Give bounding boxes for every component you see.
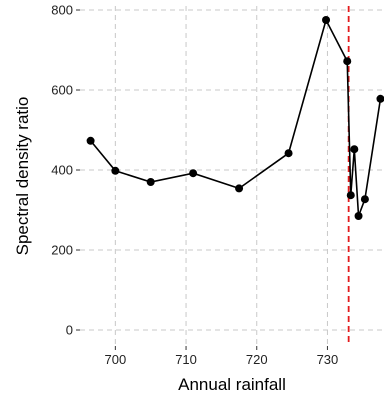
- data-point: [346, 191, 355, 200]
- data-points: [86, 16, 384, 220]
- x-tick-label: 710: [175, 352, 197, 367]
- y-tick-label: 0: [66, 323, 73, 338]
- grid-lines: [80, 6, 384, 346]
- plot-area: [86, 6, 384, 346]
- data-point: [350, 145, 359, 154]
- data-point: [284, 149, 293, 158]
- data-point: [146, 178, 155, 186]
- data-point: [354, 212, 363, 220]
- data-point: [86, 136, 95, 145]
- data-point: [322, 16, 331, 24]
- data-point: [376, 94, 384, 103]
- x-tick-label: 720: [246, 352, 268, 367]
- y-tick-label: 800: [51, 3, 73, 18]
- y-tick-label: 200: [51, 243, 73, 258]
- data-point: [343, 57, 352, 66]
- y-tick-label: 400: [51, 163, 73, 178]
- plot-panel: [80, 6, 384, 346]
- data-point: [235, 184, 244, 193]
- x-tick-label: 700: [104, 352, 126, 367]
- axis-ticks: 0 200 400 600 800 700 710 720 730: [51, 3, 338, 368]
- x-axis-title: Annual rainfall: [178, 375, 286, 394]
- data-point: [111, 166, 120, 175]
- y-axis-title: Spectral density ratio: [13, 97, 32, 256]
- x-tick-label: 730: [317, 352, 339, 367]
- data-point: [360, 195, 369, 204]
- data-point: [189, 169, 198, 178]
- y-tick-label: 600: [51, 83, 73, 98]
